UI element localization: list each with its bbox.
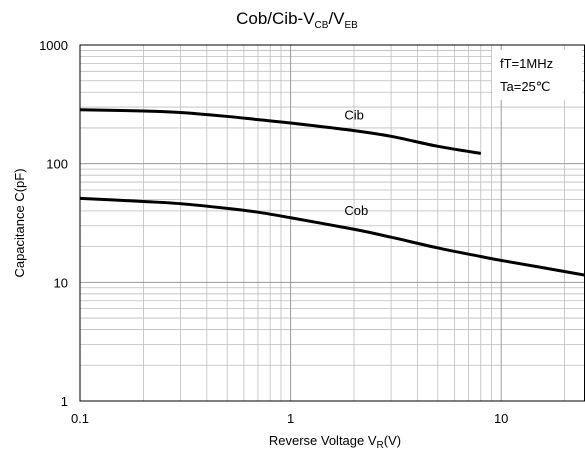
x-tick-label: 10: [494, 411, 508, 426]
chart-title: Cob/Cib-VCB/VEB: [236, 9, 358, 31]
x-tick-label: 0.1: [71, 411, 89, 426]
annotation-temperature: Ta=25℃: [500, 79, 550, 94]
y-tick-label: 1: [61, 394, 68, 409]
y-tick-labels: 1 10 100 1000: [39, 38, 68, 409]
series-group: [79, 108, 585, 277]
x-tick-label: 1: [287, 411, 294, 426]
series-line-cob: [79, 196, 585, 277]
series-label-cib: Cib: [344, 108, 364, 123]
series-label-cob: Cob: [344, 203, 368, 218]
x-tick-labels: 0.1 1 10: [71, 411, 508, 426]
x-axis-title: Reverse Voltage VR(V): [269, 433, 401, 451]
annotation-frequency: fT=1MHz: [500, 56, 553, 71]
y-tick-label: 10: [54, 275, 68, 290]
y-axis-title: Capacitance C(pF): [12, 168, 27, 277]
annotation-box: [492, 50, 582, 100]
y-tick-label: 100: [46, 157, 68, 172]
series-line-cib: [79, 108, 482, 155]
y-tick-label: 1000: [39, 38, 68, 53]
